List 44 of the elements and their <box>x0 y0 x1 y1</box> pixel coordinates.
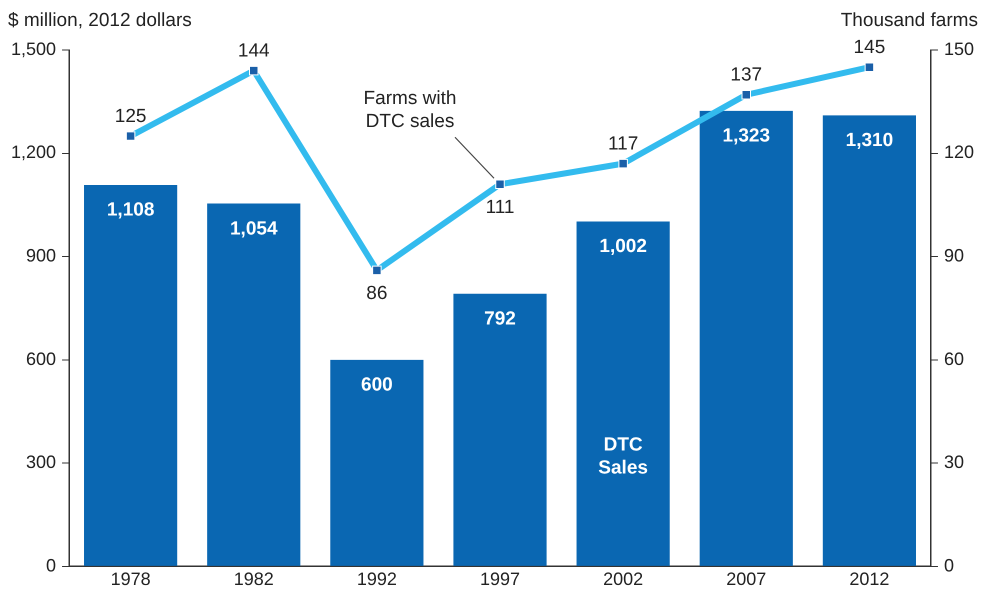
data-label: 86 <box>366 283 388 304</box>
bar <box>453 294 547 566</box>
data-label: 1,323 <box>722 126 770 147</box>
x-tick-label: 2007 <box>726 569 766 590</box>
y-tick-label: 0 <box>46 555 56 576</box>
y2-tick-label: 0 <box>944 555 954 576</box>
data-label: 117 <box>608 133 638 154</box>
series-label: DTC Sales <box>598 434 648 479</box>
data-label: 1,054 <box>230 218 278 240</box>
x-tick-label: 1982 <box>234 569 274 590</box>
y-tick-label: 1,200 <box>10 142 56 162</box>
bar <box>84 184 178 566</box>
bar <box>207 204 300 566</box>
y2-tick-label: 90 <box>944 246 964 266</box>
data-label: 792 <box>484 308 516 330</box>
data-label: 137 <box>730 64 762 86</box>
y2-axis-title: Thousand farms <box>840 10 978 32</box>
x-tick-label: 1997 <box>480 569 520 590</box>
y-axis-title: $ million, 2012 dollars <box>8 10 192 32</box>
y2-tick-label: 30 <box>944 452 964 472</box>
x-tick-label: 2002 <box>603 569 644 590</box>
data-label: 144 <box>238 40 270 62</box>
y-tick-label: 900 <box>26 246 56 266</box>
data-label: 111 <box>486 197 514 218</box>
data-label: 600 <box>361 374 393 396</box>
y-tick-label: 1,500 <box>10 38 56 59</box>
bar <box>700 110 793 566</box>
y2-tick-label: 120 <box>944 142 974 162</box>
data-label: 1,310 <box>846 130 894 152</box>
x-tick-label: 2012 <box>849 569 890 590</box>
x-tick-label: 1992 <box>356 569 397 590</box>
data-label: 145 <box>854 36 886 58</box>
y-tick-label: 300 <box>26 452 56 472</box>
text: Farms with DTC sales <box>364 88 456 132</box>
data-label: 1,002 <box>599 236 647 258</box>
bar <box>822 115 916 566</box>
y2-tick-label: 150 <box>944 38 974 59</box>
x-tick-label: 1978 <box>110 569 151 590</box>
y2-tick-label: 60 <box>944 348 964 369</box>
data-label: 1,108 <box>106 200 154 221</box>
y-tick-label: 600 <box>26 348 56 369</box>
bar <box>330 360 424 566</box>
bar <box>576 221 670 566</box>
data-label: 125 <box>114 106 146 127</box>
